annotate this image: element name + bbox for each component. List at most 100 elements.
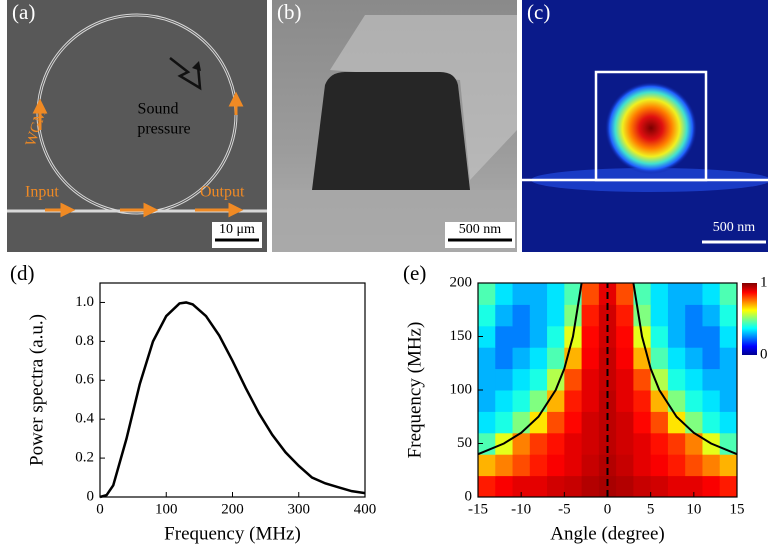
heat-cell bbox=[633, 390, 651, 412]
heat-cell bbox=[616, 411, 634, 433]
heat-cell bbox=[478, 411, 496, 433]
heat-cell bbox=[633, 454, 651, 476]
heat-cell bbox=[685, 454, 703, 476]
panel-label: (b) bbox=[277, 0, 302, 24]
heat-cell bbox=[513, 304, 531, 326]
heat-cell bbox=[547, 433, 565, 455]
heat-cell bbox=[564, 433, 582, 455]
heat-cell bbox=[495, 390, 513, 412]
heat-cell bbox=[668, 369, 686, 391]
heat-cell bbox=[547, 476, 565, 498]
y-tick-label: 100 bbox=[450, 381, 473, 397]
heat-cell bbox=[720, 390, 738, 412]
heat-cell bbox=[685, 411, 703, 433]
heat-cell bbox=[668, 347, 686, 369]
heat-cell bbox=[685, 369, 703, 391]
heat-cell bbox=[478, 283, 496, 305]
heat-cell bbox=[478, 347, 496, 369]
heat-cell bbox=[495, 476, 513, 498]
heat-cell bbox=[651, 347, 669, 369]
heat-cell bbox=[547, 411, 565, 433]
heat-cell bbox=[495, 347, 513, 369]
heat-cell bbox=[702, 347, 720, 369]
heat-cell bbox=[702, 283, 720, 305]
y-tick-label: 0 bbox=[465, 488, 473, 504]
y-tick-label: 0.4 bbox=[75, 411, 94, 427]
heat-cell bbox=[513, 283, 531, 305]
heat-cell bbox=[530, 433, 548, 455]
panel-a: (a) Sound pressure WGM Input Output 10 μ… bbox=[7, 0, 267, 252]
heat-cell bbox=[564, 476, 582, 498]
heat-cell bbox=[616, 283, 634, 305]
heat-cell bbox=[513, 369, 531, 391]
y-tick-label: 50 bbox=[457, 435, 472, 451]
heat-cell bbox=[547, 347, 565, 369]
heat-cell bbox=[633, 304, 651, 326]
heat-cell bbox=[582, 304, 600, 326]
x-tick-label: 0 bbox=[96, 501, 104, 517]
heat-cell bbox=[668, 326, 686, 348]
heat-cell bbox=[668, 433, 686, 455]
heat-cell bbox=[685, 326, 703, 348]
heat-cell bbox=[720, 304, 738, 326]
heat-cell bbox=[564, 454, 582, 476]
heat-cell bbox=[530, 369, 548, 391]
heat-cell bbox=[582, 454, 600, 476]
heat-cell bbox=[633, 476, 651, 498]
panel-c: (c) 500 nm bbox=[522, 0, 768, 252]
heat-cell bbox=[720, 454, 738, 476]
heat-cell bbox=[685, 304, 703, 326]
scalebar-label: 500 nm bbox=[713, 220, 756, 235]
heat-cell bbox=[582, 283, 600, 305]
heat-cell bbox=[685, 390, 703, 412]
heat-cell bbox=[616, 304, 634, 326]
heat-cell bbox=[702, 390, 720, 412]
heat-cell bbox=[495, 369, 513, 391]
heat-cell bbox=[668, 476, 686, 498]
heat-cell bbox=[651, 454, 669, 476]
panel-label: (d) bbox=[10, 261, 35, 285]
heat-cell bbox=[547, 283, 565, 305]
heat-cell bbox=[616, 347, 634, 369]
heat-cell bbox=[513, 347, 531, 369]
y-tick-label: 0.8 bbox=[75, 333, 94, 349]
heat-cell bbox=[495, 454, 513, 476]
heat-cell bbox=[616, 390, 634, 412]
heat-cell bbox=[495, 326, 513, 348]
heat-cell bbox=[720, 369, 738, 391]
heat-cell bbox=[616, 326, 634, 348]
y-tick-label: 1.0 bbox=[75, 294, 94, 310]
y-tick-label: 0.6 bbox=[75, 372, 94, 388]
x-tick-label: 100 bbox=[155, 501, 178, 517]
y-tick-label: 0 bbox=[87, 488, 95, 504]
heat-cell bbox=[582, 347, 600, 369]
heat-cell bbox=[513, 326, 531, 348]
colorbar bbox=[742, 283, 757, 355]
x-tick-label: 400 bbox=[354, 501, 377, 517]
heat-cell bbox=[668, 454, 686, 476]
heat-cell bbox=[616, 433, 634, 455]
heat-cell bbox=[530, 476, 548, 498]
y-tick-label: 200 bbox=[450, 274, 473, 290]
heat-cell bbox=[513, 390, 531, 412]
y-tick-label: 0.2 bbox=[75, 450, 94, 466]
heat-cell bbox=[720, 476, 738, 498]
heat-cell bbox=[530, 283, 548, 305]
heat-cell bbox=[651, 304, 669, 326]
x-tick-label: 15 bbox=[730, 501, 745, 517]
heat-cell bbox=[651, 369, 669, 391]
heat-cell bbox=[685, 347, 703, 369]
heat-cell bbox=[530, 304, 548, 326]
colorbar-label: 1 bbox=[760, 274, 768, 290]
heat-cell bbox=[702, 369, 720, 391]
heat-cell bbox=[651, 326, 669, 348]
heat-cell bbox=[582, 476, 600, 498]
heat-cell bbox=[495, 283, 513, 305]
scalebar-label: 500 nm bbox=[459, 222, 502, 237]
heat-cell bbox=[702, 476, 720, 498]
heat-cell bbox=[513, 411, 531, 433]
heat-cell bbox=[720, 347, 738, 369]
x-axis-label: Angle (degree) bbox=[550, 523, 664, 544]
heat-cell bbox=[651, 411, 669, 433]
heat-cell bbox=[530, 390, 548, 412]
